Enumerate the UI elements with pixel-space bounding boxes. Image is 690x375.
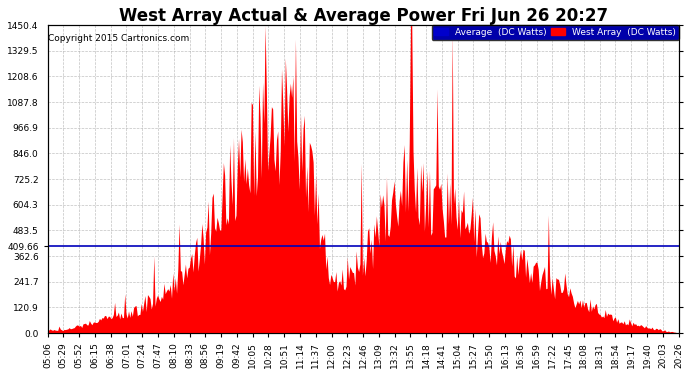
Title: West Array Actual & Average Power Fri Jun 26 20:27: West Array Actual & Average Power Fri Ju… xyxy=(119,7,608,25)
Text: Copyright 2015 Cartronics.com: Copyright 2015 Cartronics.com xyxy=(48,34,190,44)
Legend: Average  (DC Watts), West Array  (DC Watts): Average (DC Watts), West Array (DC Watts… xyxy=(432,25,678,39)
